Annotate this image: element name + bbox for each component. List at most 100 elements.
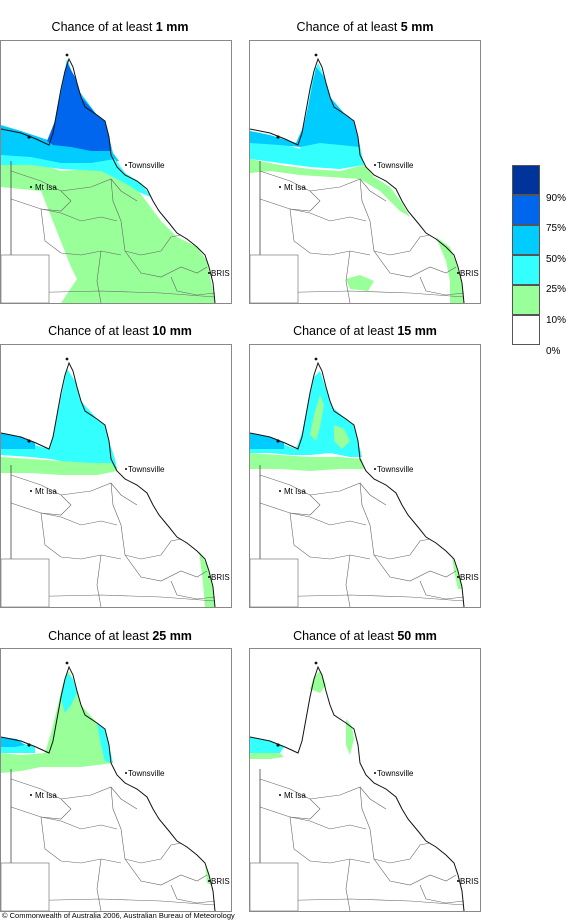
legend-label: 50% [546, 254, 567, 265]
district-boundary [419, 580, 465, 600]
coastline [250, 57, 465, 303]
district-boundary [419, 884, 465, 904]
map-15mm: Townsville Mt Isa BRIS [249, 344, 481, 608]
mt-isa-marker [279, 186, 281, 188]
townsville-label: Townsville [377, 161, 414, 170]
district-boundary [96, 250, 102, 303]
district-boundary [124, 858, 208, 886]
legend-swatch-10 [512, 285, 540, 315]
legend-label: 90% [546, 193, 567, 204]
townsville-marker [125, 164, 127, 166]
district-boundary [170, 580, 216, 600]
district-boundary [110, 178, 162, 256]
district-boundary [96, 858, 102, 911]
map-5mm: Townsville Mt Isa BRIS [249, 40, 481, 304]
brisbane-label: BRIS [211, 269, 230, 278]
legend-swatch-90 [512, 165, 540, 195]
district-boundary [40, 512, 122, 560]
land [250, 363, 464, 607]
land [250, 59, 464, 303]
mt-isa-marker [279, 490, 281, 492]
mt-isa-label: Mt Isa [284, 791, 306, 800]
legend-label: 75% [546, 223, 567, 234]
legend-label: 0% [546, 346, 561, 357]
title-amount: 25 mm [152, 629, 192, 643]
district-boundary [259, 502, 367, 526]
brisbane-marker [457, 576, 459, 578]
rain-probability-band [250, 67, 360, 147]
district-boundary [259, 474, 321, 516]
mt-isa-label: Mt Isa [35, 183, 57, 192]
district-boundary [359, 178, 411, 256]
legend-label: 25% [546, 284, 567, 295]
panel-title: Chance of at least 50 mm [245, 629, 485, 643]
inset-box [1, 558, 50, 607]
townsville-marker [374, 164, 376, 166]
district-boundary [110, 482, 162, 560]
rain-probability-band [1, 369, 117, 469]
title-prefix: Chance of at least [51, 20, 153, 34]
mt-isa-marker [30, 490, 32, 492]
rain-probability-band [346, 275, 374, 291]
queensland-map: Townsville Mt Isa BRIS [250, 661, 479, 911]
district-boundary [345, 554, 351, 607]
rain-probability-band [250, 453, 364, 471]
district-boundary [124, 250, 208, 278]
rain-probability-band [1, 161, 215, 303]
mt-isa-label: Mt Isa [284, 487, 306, 496]
district-boundary [289, 208, 371, 256]
island [314, 661, 318, 665]
townsville-label: Townsville [377, 465, 414, 474]
townsville-label: Townsville [128, 161, 165, 170]
mt-isa-label: Mt Isa [35, 487, 57, 496]
island [314, 357, 318, 361]
title-amount: 50 mm [397, 629, 437, 643]
mt-isa-marker [279, 794, 281, 796]
copyright-notice: © Commonwealth of Australia 2006, Austra… [2, 911, 235, 920]
island [276, 743, 280, 747]
queensland-map: Townsville Mt Isa BRIS [1, 661, 230, 911]
queensland-map: Townsville Mt Isa BRIS [250, 53, 479, 303]
inset-box [250, 862, 299, 911]
townsville-marker [125, 468, 127, 470]
mt-isa-label: Mt Isa [284, 183, 306, 192]
land [1, 667, 215, 911]
district-boundary [160, 538, 182, 556]
district-boundary [359, 786, 411, 864]
mt-isa-marker [30, 794, 32, 796]
title-amount: 5 mm [400, 20, 434, 34]
island [27, 135, 31, 139]
district-boundary [10, 474, 72, 516]
inset-box [250, 254, 299, 303]
rain-probability-band [250, 159, 410, 217]
map-1mm: Townsville Mt Isa BRIS [0, 40, 232, 304]
district-boundary [259, 898, 465, 906]
rain-probability-band [1, 737, 25, 747]
district-boundary [359, 482, 411, 560]
townsville-marker [374, 772, 376, 774]
queensland-map: Townsville Mt Isa BRIS [1, 53, 230, 303]
island [27, 743, 31, 747]
district-boundary [259, 806, 367, 830]
coastline [250, 361, 465, 607]
brisbane-marker [208, 272, 210, 274]
legend-swatch-75 [512, 195, 540, 225]
rain-probability-band [199, 551, 215, 607]
district-boundary [289, 512, 371, 560]
district-boundary [10, 170, 72, 212]
rain-probability-band [334, 425, 350, 449]
brisbane-label: BRIS [460, 877, 479, 886]
district-boundary [259, 198, 367, 222]
rain-probability-band [250, 433, 284, 449]
land [250, 667, 464, 911]
brisbane-label: BRIS [211, 877, 230, 886]
brisbane-marker [208, 880, 210, 882]
brisbane-label: BRIS [211, 573, 230, 582]
rain-probability-band [1, 457, 117, 475]
district-boundary [259, 290, 465, 298]
district-boundary [259, 170, 321, 212]
panel-title: Chance of at least 25 mm [0, 629, 240, 643]
map-10mm: Townsville Mt Isa BRIS [0, 344, 232, 608]
title-prefix: Chance of at least [48, 629, 149, 643]
island [314, 53, 318, 57]
